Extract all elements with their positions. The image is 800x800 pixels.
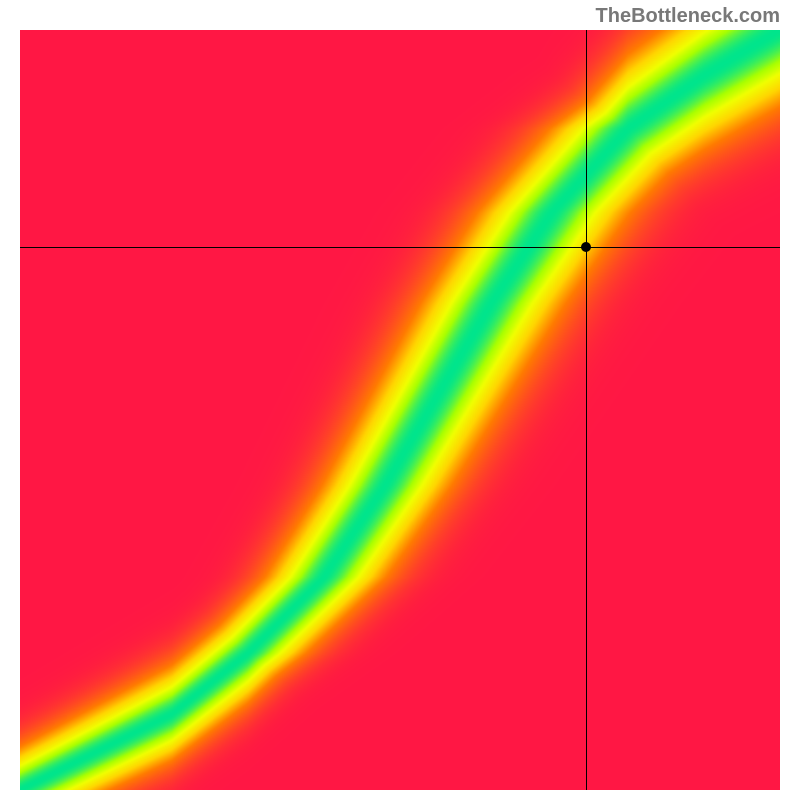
crosshair-vertical: [586, 30, 587, 790]
crosshair-marker: [581, 242, 591, 252]
watermark-text: TheBottleneck.com: [596, 5, 780, 28]
heatmap-canvas: [20, 30, 780, 790]
heatmap-plot: [20, 30, 780, 790]
crosshair-horizontal: [20, 247, 780, 248]
